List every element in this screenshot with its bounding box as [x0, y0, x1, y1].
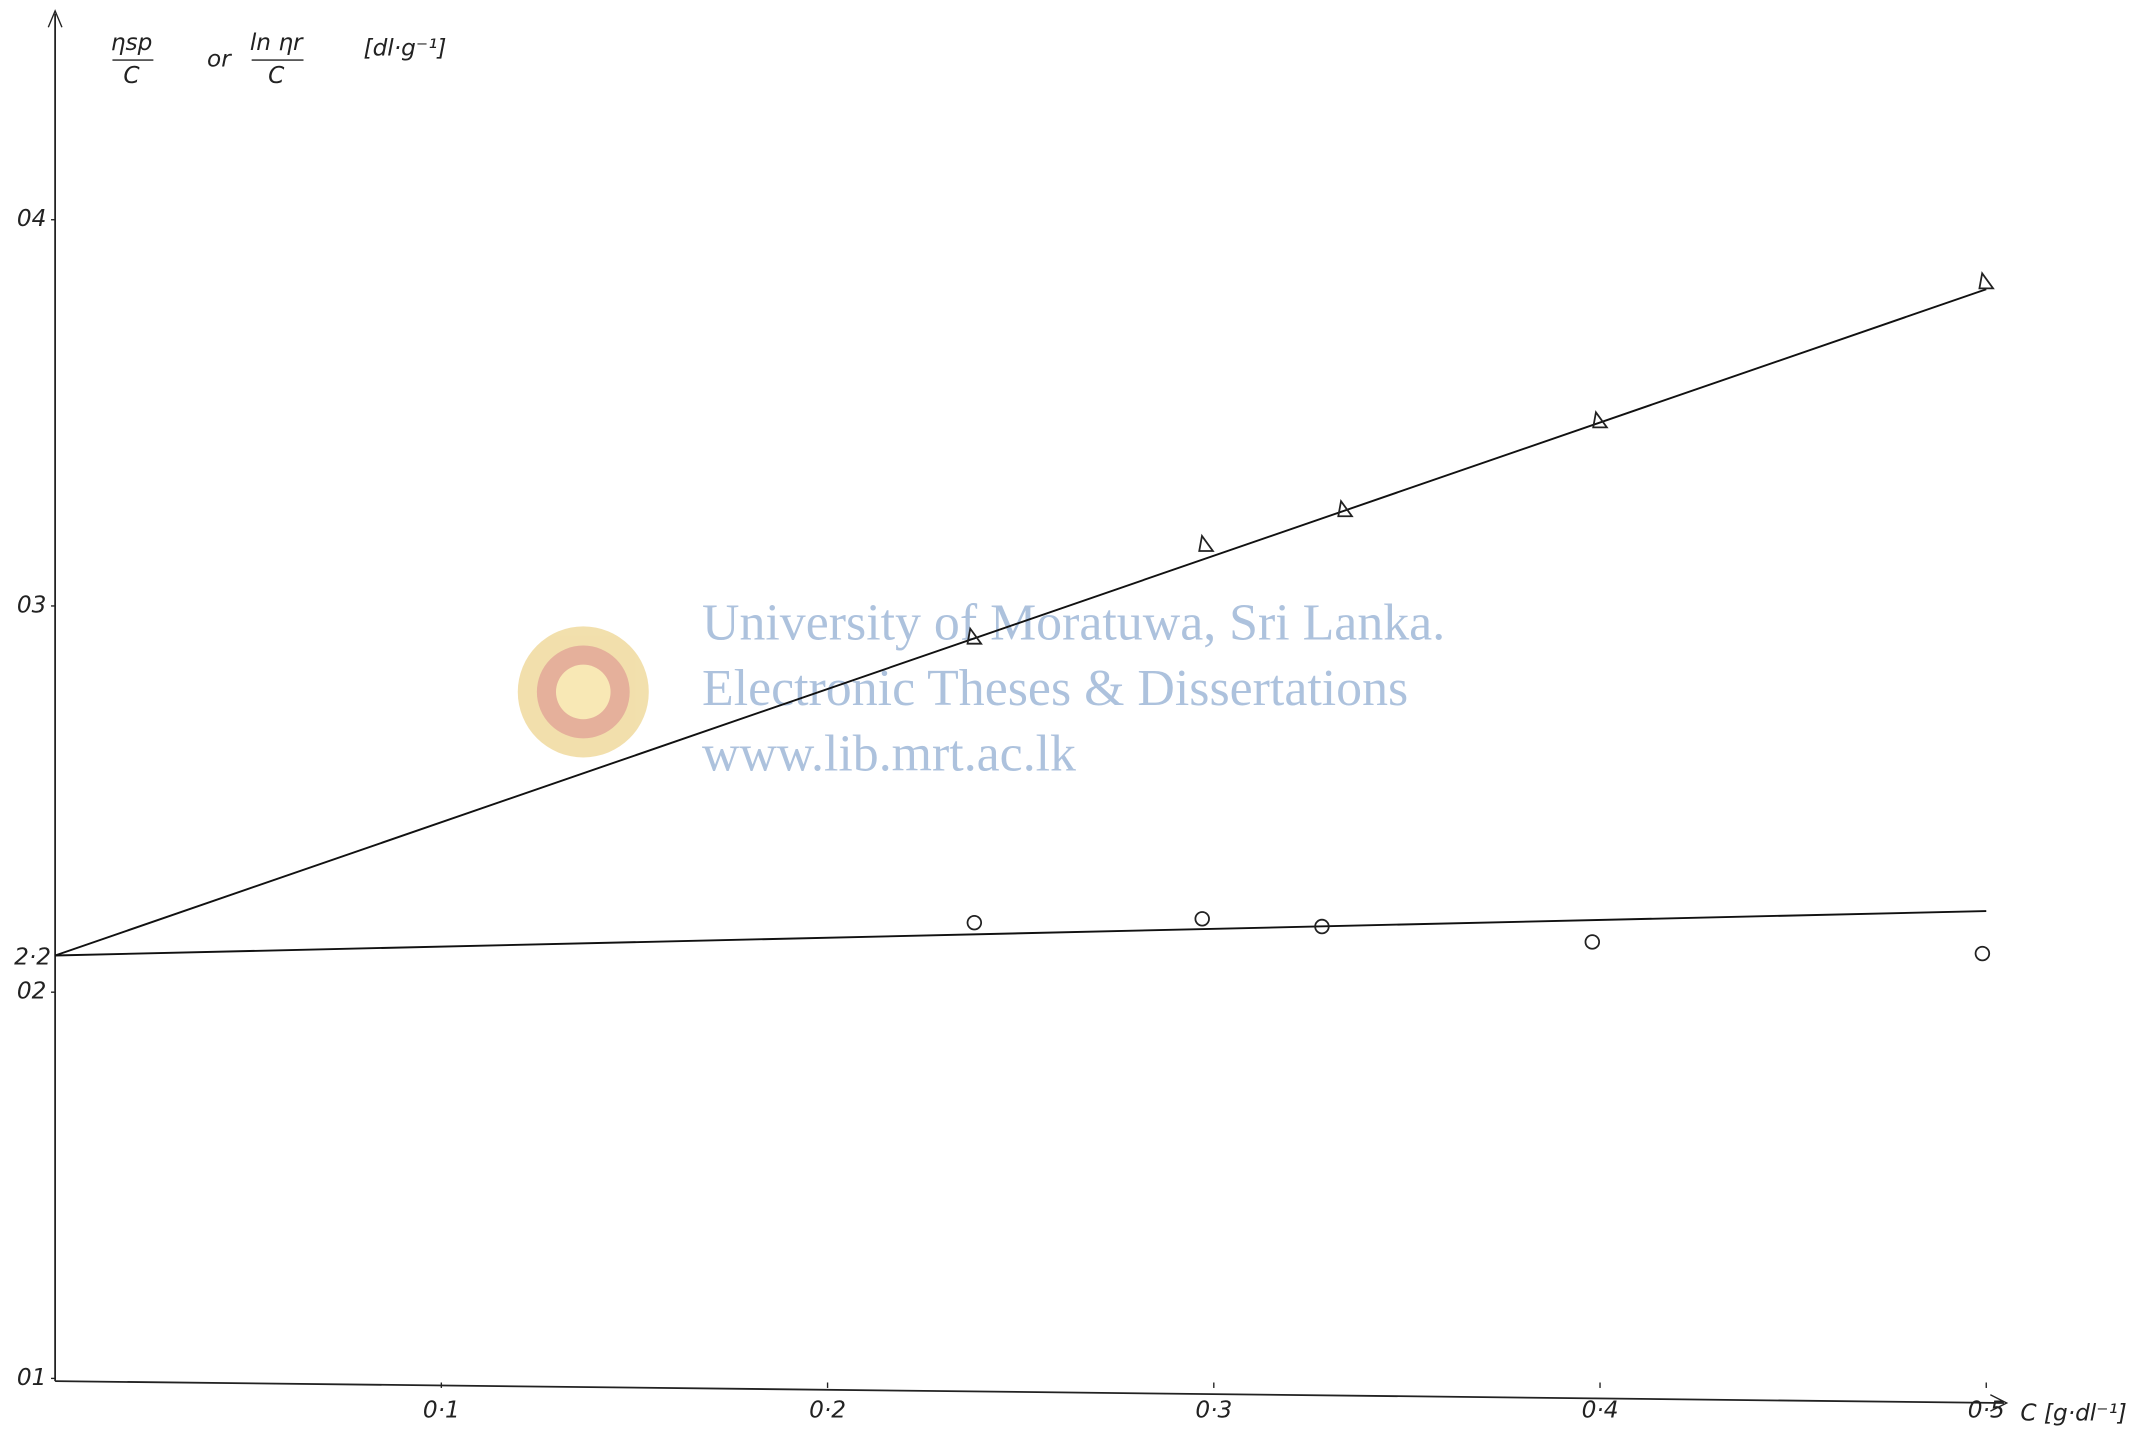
- watermark-line: Electronic Theses & Dissertations: [702, 660, 1408, 717]
- x-tick-label: 0·5: [1968, 1397, 2005, 1424]
- watermark-line: www.lib.mrt.ac.lk: [702, 726, 1076, 783]
- fit-line: [54, 288, 1987, 957]
- circle-point: [1974, 945, 1991, 962]
- fit-line: [55, 910, 1987, 957]
- y-tick-label: 01: [17, 1364, 47, 1391]
- x-axis: [55, 1380, 2005, 1404]
- triangle-point: [1198, 533, 1215, 552]
- circle-point: [1194, 911, 1210, 927]
- watermark-emblem: [517, 626, 649, 758]
- y-label: C: [123, 62, 140, 89]
- y-label: ηsp: [111, 29, 153, 56]
- x-tick-label: 0·2: [809, 1397, 846, 1424]
- triangle-point: [966, 626, 983, 645]
- triangle-point: [1592, 410, 1609, 429]
- triangle-point: [1337, 499, 1354, 518]
- y-label: ln ηr: [250, 29, 304, 56]
- circle-point: [1314, 918, 1330, 935]
- y-label: [dl·g⁻¹]: [364, 35, 447, 62]
- triangle-point: [1978, 271, 1995, 290]
- y-label: C: [268, 62, 285, 89]
- annotation: 2·2: [14, 944, 51, 971]
- circle-point: [1584, 934, 1601, 950]
- y-label: or: [207, 46, 232, 73]
- x-tick-label: 0·3: [1195, 1397, 1232, 1424]
- y-axis-arrow: [47, 9, 63, 28]
- y-tick-label: 04: [17, 205, 47, 232]
- x-tick-label: 0·1: [423, 1397, 460, 1424]
- x-label: C [g·dl⁻¹]: [2020, 1399, 2126, 1426]
- x-axis-arrow: [1990, 1394, 2009, 1412]
- y-tick-label: 02: [17, 978, 47, 1005]
- x-tick-label: 0·4: [1582, 1397, 1619, 1424]
- y-tick-label: 03: [17, 591, 47, 618]
- circle-point: [966, 914, 983, 931]
